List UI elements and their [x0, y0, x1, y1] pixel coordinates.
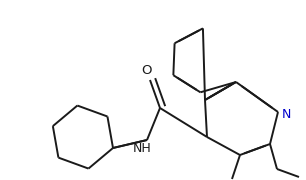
Text: N: N — [281, 107, 291, 120]
Text: O: O — [142, 64, 152, 76]
Text: NH: NH — [132, 141, 151, 154]
